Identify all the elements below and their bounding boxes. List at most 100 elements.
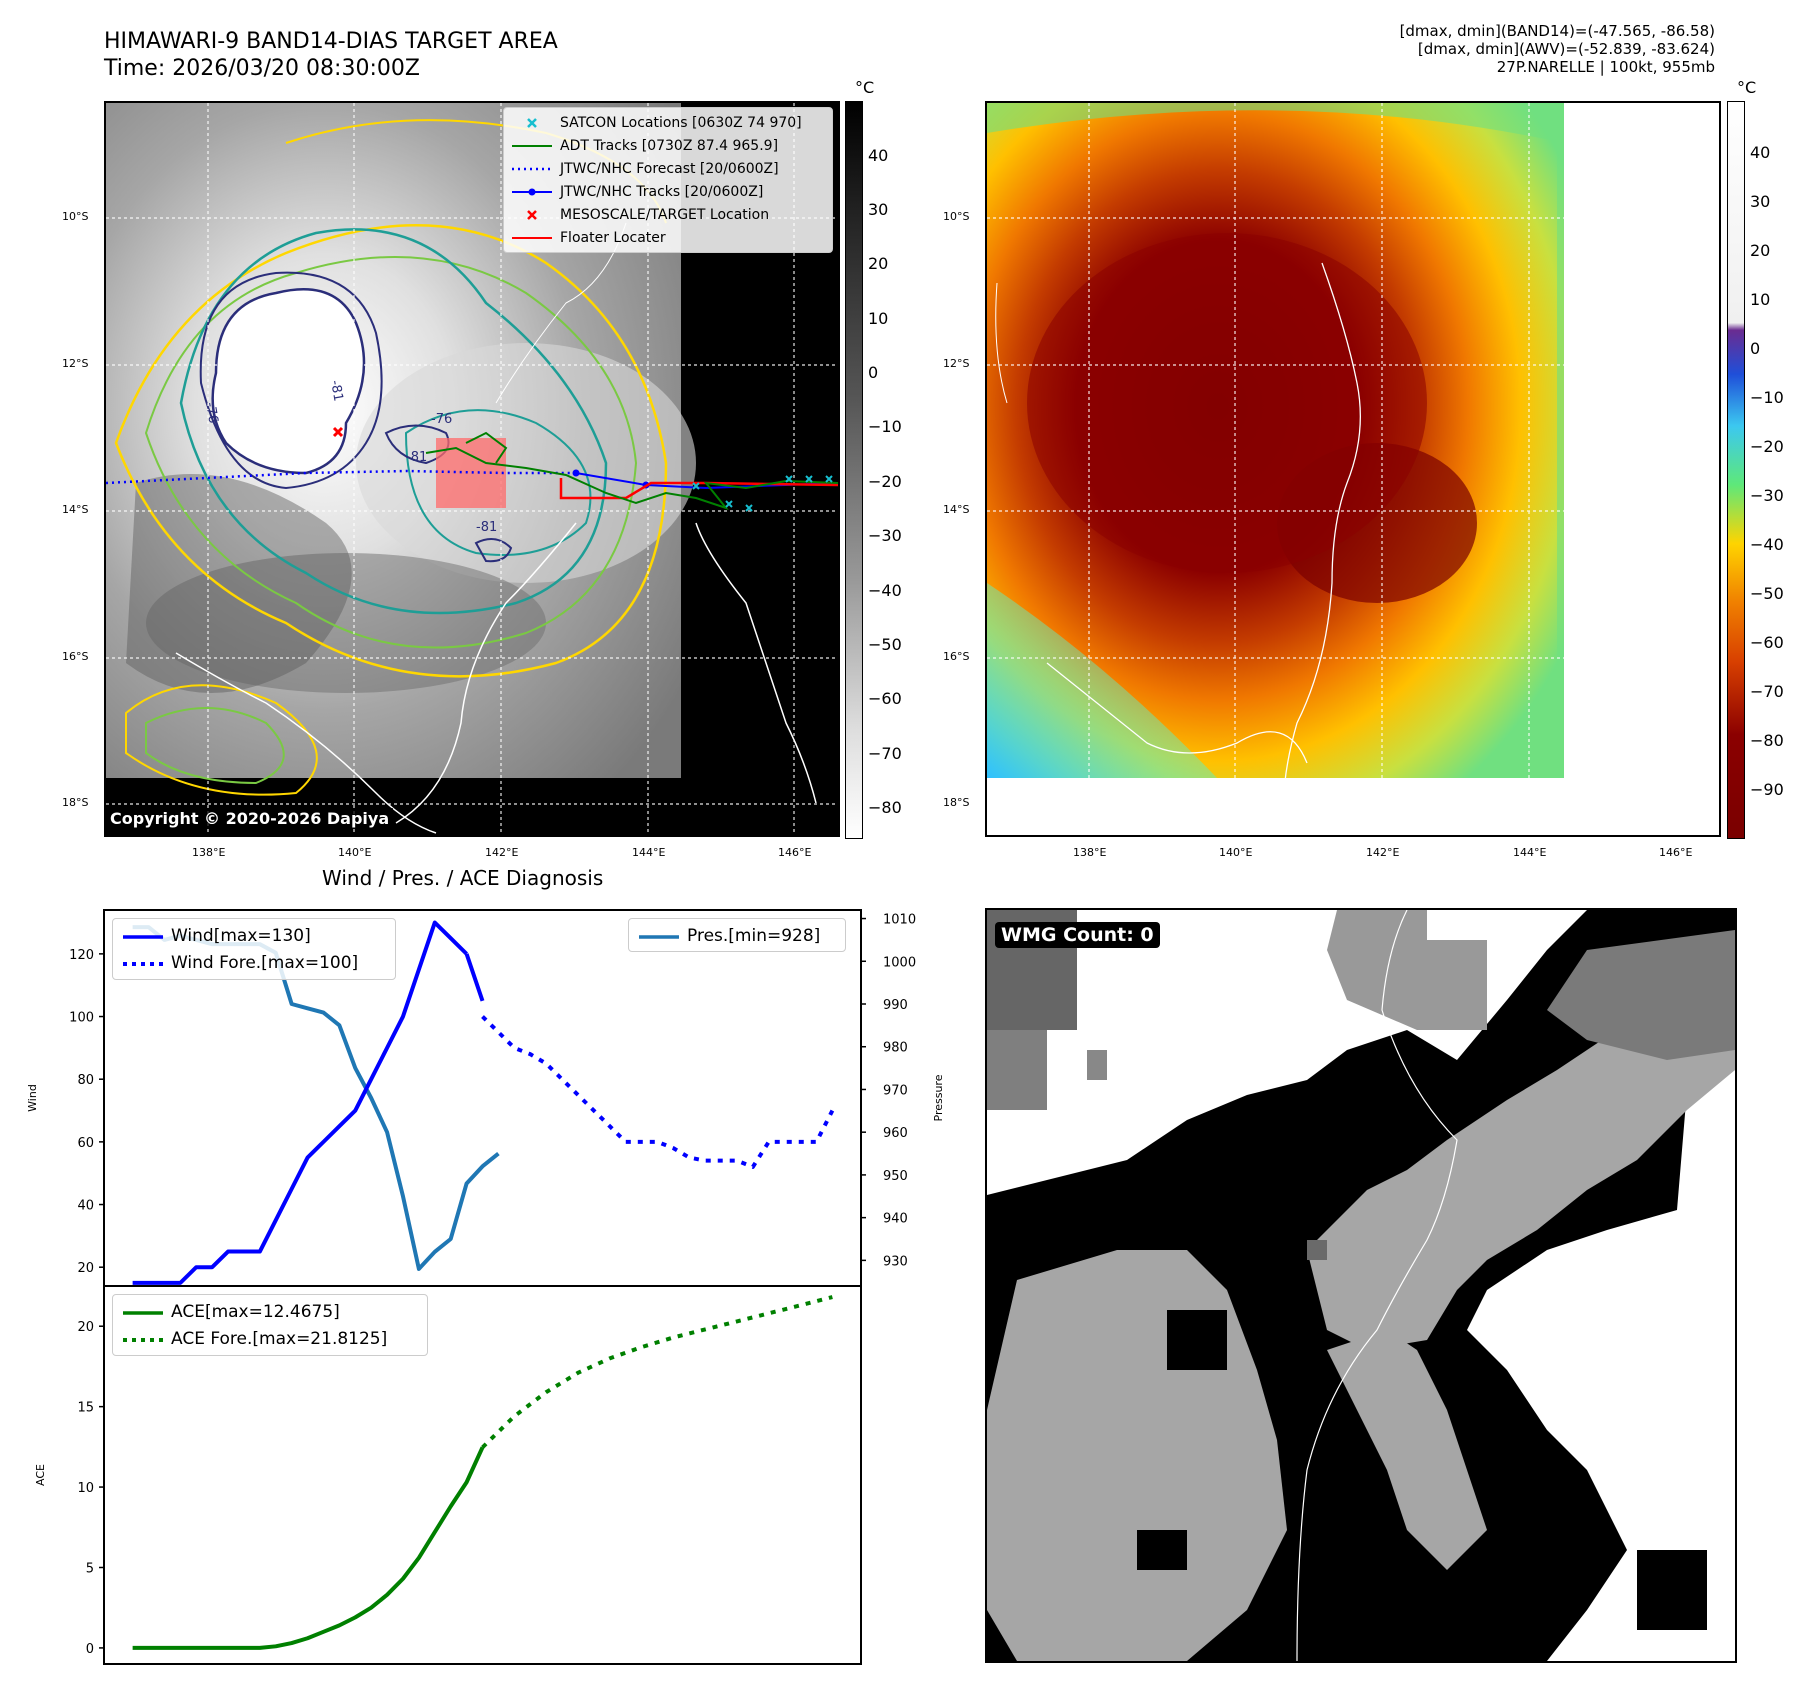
diagnosis-chart: 2040608010012093094095096097098099010001… (26, 909, 945, 1665)
line-icon (512, 231, 552, 245)
cb-tick: −70 (868, 744, 902, 763)
wind-tick-label: 100 (69, 1011, 94, 1026)
cb-tick: −60 (868, 689, 902, 708)
lon-tick: 140°E (338, 846, 372, 859)
dotted-line-icon (123, 1332, 163, 1346)
legend-ace: ACE[max=12.4675] (119, 1298, 421, 1325)
pressure-tick-label: 930 (883, 1254, 908, 1269)
legend-label: JTWC/NHC Forecast [20/0600Z] (560, 160, 779, 177)
lat-tick: 18°S (62, 796, 89, 809)
lon-tick: 146°E (1659, 846, 1693, 859)
gray-colorbar-unit: °C (855, 78, 875, 97)
wind-tick-label: 40 (77, 1199, 94, 1214)
legend-adt: ADT Tracks [0730Z 87.4 965.9] (508, 134, 828, 157)
cb-tick: −60 (1750, 633, 1784, 652)
wind-legend: Wind[max=130] Wind Fore.[max=100] (112, 918, 396, 980)
legend-label: Wind Fore.[max=100] (171, 952, 359, 973)
lon-tick: 138°E (1073, 846, 1107, 859)
wind-tick-label: 120 (69, 948, 94, 963)
lat-tick: 16°S (62, 650, 89, 663)
ace-tick-label: 15 (77, 1401, 94, 1416)
contour-label: -81 (476, 520, 497, 535)
lon-tick: 146°E (778, 846, 812, 859)
lat-tick: 10°S (943, 210, 970, 223)
storm-info: [dmax, dmin](BAND14)=(-47.565, -86.58) [… (1400, 22, 1715, 76)
wind-tick-label: 20 (77, 1261, 94, 1276)
cb-tick: −10 (868, 417, 902, 436)
time-line: Time: 2026/03/20 08:30:00Z (104, 56, 420, 81)
ace-panel: 0 5 10 15 20 ACE (34, 1285, 862, 1665)
awv-map-panel (985, 101, 1721, 837)
cb-tick: −50 (1750, 584, 1784, 603)
legend-label: MESOSCALE/TARGET Location (560, 206, 770, 223)
pressure-tick-label: 960 (883, 1126, 908, 1141)
contour-label: -81 (327, 379, 345, 403)
pressure-tick-label: 950 (883, 1169, 908, 1184)
mesoscale-target-box (436, 438, 506, 508)
cb-tick: 20 (1750, 241, 1771, 260)
color-colorbar (1727, 101, 1745, 839)
legend-pres: Pres.[min=928] (635, 922, 839, 949)
cb-tick: −70 (1750, 682, 1784, 701)
wind-line (132, 920, 469, 1285)
ace-axis-label: ACE (34, 1464, 47, 1486)
adt-track-line (425, 446, 838, 511)
color-colorbar-unit: °C (1737, 78, 1757, 97)
lat-tick: 14°S (62, 503, 89, 516)
pressure-tick-label: 980 (883, 1041, 908, 1056)
info-storm: 27P.NARELLE | 100kt, 955mb (1496, 58, 1715, 76)
line-icon (123, 929, 163, 943)
gray-colorbar (845, 101, 863, 839)
lon-tick: 140°E (1219, 846, 1253, 859)
chart-title: HIMAWARI-9 BAND14-DIAS TARGET AREA Time:… (104, 28, 558, 82)
pressure-tick-label: 1000 (883, 955, 916, 970)
awv-map-image (987, 103, 1719, 835)
cb-tick: 40 (1750, 143, 1771, 162)
lat-tick: 12°S (943, 357, 970, 370)
cb-tick: 10 (868, 309, 889, 328)
pressure-tick-label: 990 (883, 998, 908, 1013)
lat-tick: 16°S (943, 650, 970, 663)
wind-tick-label: 60 (77, 1136, 94, 1151)
cb-tick: 10 (1750, 290, 1771, 309)
legend-satcon: SATCON Locations [0630Z 74 970] (508, 111, 828, 134)
cb-tick: −30 (1750, 486, 1784, 505)
legend-wind: Wind[max=130] (119, 922, 389, 949)
legend-jtwc-tracks: JTWC/NHC Tracks [20/0600Z] (508, 180, 828, 203)
ace-tick-label: 0 (86, 1642, 94, 1657)
wind-axis-label: Wind (26, 1084, 39, 1112)
legend-mesoscale: MESOSCALE/TARGET Location (508, 203, 828, 226)
ace-tick-label: 20 (77, 1320, 94, 1335)
lon-tick: 144°E (632, 846, 666, 859)
cb-tick: 40 (868, 146, 889, 165)
cb-tick: −40 (1750, 535, 1784, 554)
legend-label: JTWC/NHC Tracks [20/0600Z] (560, 183, 764, 200)
cb-tick: −30 (868, 526, 902, 545)
legend-jtwc-forecast: JTWC/NHC Forecast [20/0600Z] (508, 157, 828, 180)
jtwc-track-line (575, 472, 838, 490)
info-awv: [dmax, dmin](AWV)=(-52.839, -83.624) (1417, 40, 1715, 58)
cb-tick: −80 (868, 798, 902, 817)
ace-legend: ACE[max=12.4675] ACE Fore.[max=21.8125] (112, 1294, 428, 1356)
cb-tick: −40 (868, 581, 902, 600)
cb-tick: −10 (1750, 388, 1784, 407)
contour-label: -76 (202, 401, 220, 425)
legend-label: Wind[max=130] (171, 925, 311, 946)
legend-wind-fore: Wind Fore.[max=100] (119, 949, 389, 976)
line-icon (639, 929, 679, 943)
cb-tick: −90 (1750, 780, 1784, 799)
ace-tick-label: 5 (86, 1561, 94, 1576)
ir-map-panel: -76 -81 -76 -81 -81 (104, 101, 840, 837)
lon-tick: 144°E (1513, 846, 1547, 859)
x-marker-icon (512, 116, 552, 130)
pressure-legend: Pres.[min=928] (628, 918, 846, 952)
pressure-axis-label: Pressure (932, 1074, 945, 1121)
lat-tick: 18°S (943, 796, 970, 809)
ace-tick-label: 10 (77, 1481, 94, 1496)
contour-label: -81 (406, 450, 427, 465)
legend-label: ACE Fore.[max=21.8125] (171, 1328, 388, 1349)
lat-tick: 12°S (62, 357, 89, 370)
copyright-text: Copyright © 2020-2026 Dapiya (106, 808, 394, 829)
cb-tick: −80 (1750, 731, 1784, 750)
x-marker-icon (512, 208, 552, 222)
